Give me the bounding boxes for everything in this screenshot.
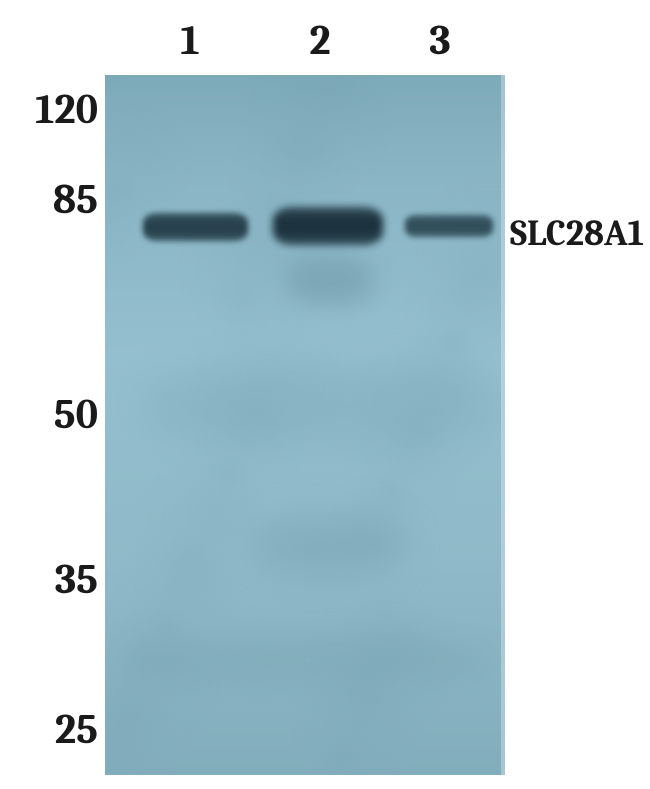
mw-marker-120: 120 [0, 85, 98, 134]
blot-smudge [285, 255, 375, 305]
protein-band-lane-3 [405, 215, 493, 237]
blot-edge-highlight [501, 75, 505, 775]
blot-smudge [125, 635, 495, 685]
lane-label-3: 3 [425, 16, 455, 65]
protein-band-lane-2 [273, 207, 383, 245]
protein-label: SLC28A1 [510, 213, 644, 254]
blot-smudge [255, 515, 405, 575]
western-blot-figure: 1 2 3 120 85 50 35 25 SLC28A1 [0, 0, 650, 789]
mw-marker-25: 25 [0, 705, 98, 754]
protein-band-lane-1 [143, 213, 248, 241]
blot-smudge [145, 365, 495, 445]
lane-label-2: 2 [305, 16, 335, 65]
mw-marker-85: 85 [0, 175, 98, 224]
mw-marker-35: 35 [0, 555, 98, 604]
mw-marker-50: 50 [0, 390, 98, 439]
blot-membrane [105, 75, 505, 775]
lane-label-1: 1 [175, 16, 205, 65]
